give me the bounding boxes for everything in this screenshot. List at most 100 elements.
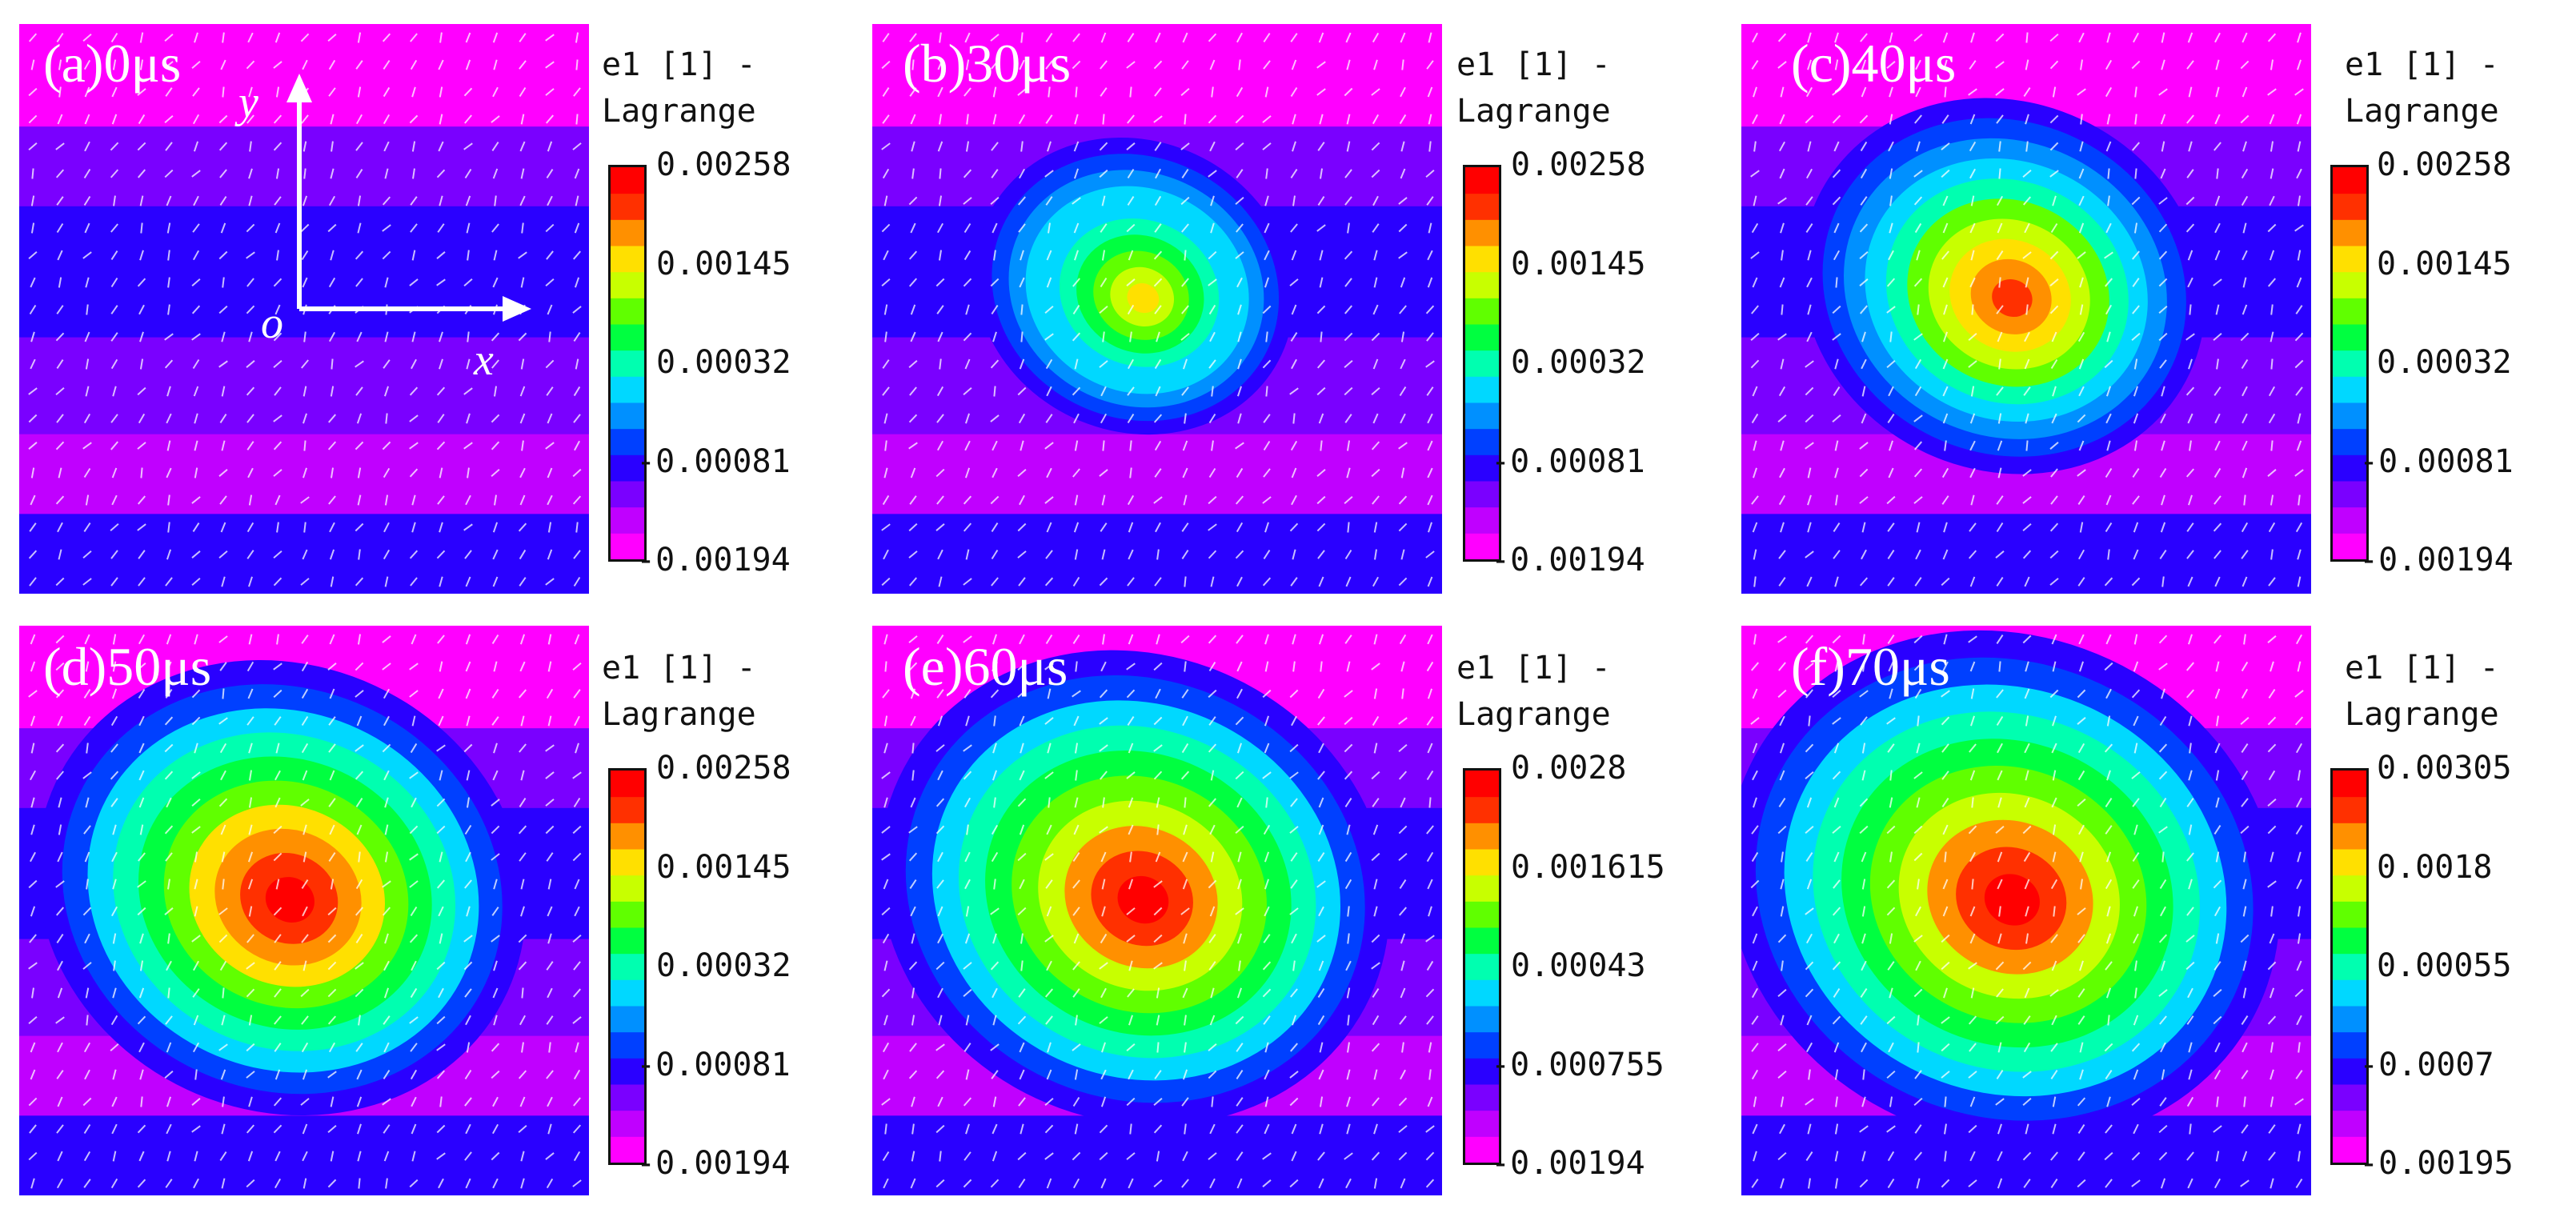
strain-direction-tick [881,1098,891,1106]
strain-direction-tick [464,1069,472,1080]
colorbar-tick-3: 0.00032 [1511,344,1646,381]
strain-direction-tick [1942,824,1949,835]
strain-direction-tick [1072,988,1080,998]
strain-direction-tick [2214,250,2221,261]
strain-direction-tick [138,577,146,586]
strain-direction-tick [963,1151,972,1161]
strain-direction-tick [1044,333,1054,341]
strain-direction-tick [910,114,916,125]
strain-direction-tick [110,250,118,261]
strain-direction-tick [520,358,525,370]
strain-direction-tick [193,386,199,397]
strain-direction-tick [882,689,890,699]
strain-direction-tick [575,1042,579,1053]
strain-direction-tick [55,880,65,888]
strain-direction-tick [1182,715,1188,727]
strain-direction-tick [219,960,227,971]
strain-direction-tick [273,852,282,862]
strain-direction-tick [1805,635,1814,644]
strain-direction-tick [1153,414,1163,423]
colorbar-title-line2: Lagrange [602,696,756,733]
strain-direction-tick [2077,549,2085,560]
strain-direction-tick [1860,33,1868,42]
colorbar-band [1465,1084,1499,1111]
colorbar-tick-1: 0.00258 [2377,146,2512,183]
strain-direction-tick [1290,852,1298,862]
strain-direction-tick [1316,386,1326,396]
strain-direction-tick [1398,442,1408,450]
strain-direction-tick [2297,549,2302,560]
strain-direction-tick [463,87,473,97]
strain-direction-tick [1426,386,1434,396]
colorbar-band [611,350,644,377]
strain-direction-tick [1996,386,2004,396]
strain-direction-tick [302,960,307,971]
strain-direction-tick [1889,114,1893,125]
strain-direction-tick [1153,880,1163,888]
strain-direction-tick [1290,223,1298,233]
strain-direction-tick [355,771,364,780]
strain-direction-tick [908,442,918,450]
strain-direction-tick [383,522,390,533]
strain-direction-tick [113,195,116,206]
strain-direction-tick [2188,824,2193,835]
strain-direction-tick [384,851,389,863]
strain-direction-tick [1753,467,1757,478]
strain-direction-tick [409,442,419,450]
strain-direction-tick [1127,168,1135,179]
strain-direction-tick [1072,468,1080,478]
strain-direction-tick [2134,86,2137,98]
strain-direction-tick [83,715,91,727]
strain-direction-tick [2105,222,2112,234]
strain-direction-tick [2297,576,2302,587]
strain-direction-tick [193,141,199,152]
strain-direction-tick [2106,331,2111,342]
strain-direction-tick [1263,1015,1271,1025]
strain-direction-tick [545,744,555,752]
strain-direction-tick [1346,1096,1351,1107]
strain-direction-tick [575,358,579,370]
colorbar-band [2333,796,2366,823]
strain-direction-tick [2188,141,2193,152]
strain-direction-tick [1425,1179,1435,1188]
strain-direction-tick [519,689,527,699]
strain-direction-tick [1237,413,1242,424]
strain-direction-tick [572,142,582,150]
strain-direction-tick [191,496,201,504]
strain-direction-tick [1889,688,1893,699]
strain-direction-tick [1210,987,1215,999]
strain-direction-tick [1373,1123,1378,1135]
strain-direction-tick [58,824,62,835]
strain-direction-tick [493,1015,498,1026]
strain-direction-tick [2298,906,2301,917]
strain-direction-tick [1209,1178,1216,1189]
strain-direction-tick [910,467,916,478]
strain-direction-tick [1805,168,1813,179]
strain-direction-tick [1807,59,1812,70]
strain-direction-tick [491,634,499,645]
colorbar-band [1465,219,1499,246]
strain-direction-tick [1917,1042,1920,1053]
strain-direction-tick [939,168,942,179]
strain-direction-tick [1753,797,1757,808]
strain-direction-tick [1072,60,1081,70]
strain-direction-tick [1425,305,1435,314]
strain-direction-tick [1996,114,2004,124]
strain-direction-tick [2295,522,2303,533]
strain-direction-tick [1264,1069,1270,1080]
strain-direction-tick [1235,907,1244,915]
strain-direction-tick [2297,851,2302,863]
strain-direction-tick [274,222,281,234]
strain-direction-tick [2132,852,2140,862]
strain-direction-tick [355,577,364,586]
strain-direction-tick [545,278,555,287]
strain-direction-tick [575,32,579,43]
strain-direction-tick [86,879,89,890]
strain-direction-tick [1100,32,1107,43]
strain-direction-tick [1372,114,1380,125]
strain-direction-tick [1887,414,1895,423]
strain-direction-tick [1780,86,1785,98]
strain-direction-tick [2297,661,2302,672]
strain-direction-tick [2213,142,2221,151]
strain-direction-tick [2132,278,2140,287]
